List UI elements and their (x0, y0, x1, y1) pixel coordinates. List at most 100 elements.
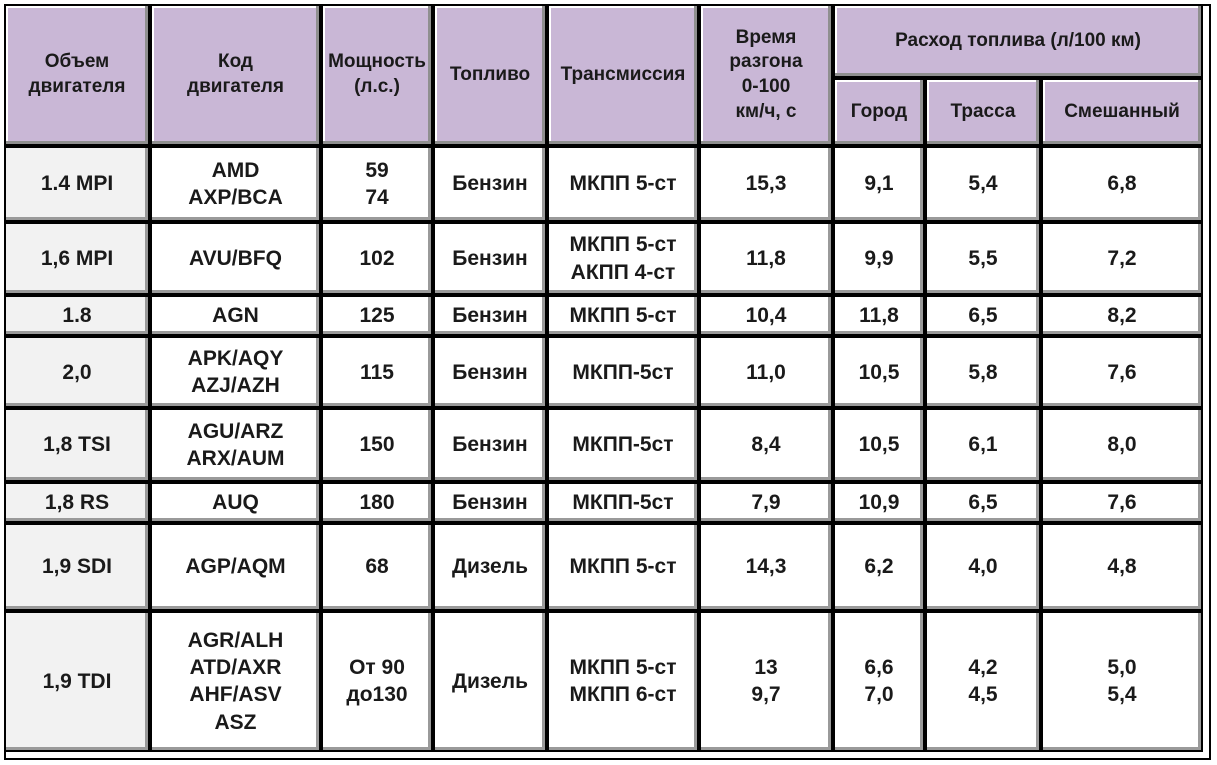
header-highway: Трасса (925, 78, 1041, 146)
cell-city: 6,2 (833, 522, 925, 611)
cell-power-line: 74 (365, 185, 389, 209)
cell-transmission: МКПП-5ст (547, 336, 699, 409)
cell-acceleration: 15,3 (699, 146, 833, 222)
header-accel-line3: 0-100 (741, 76, 791, 97)
cell-city: 9,1 (833, 146, 925, 222)
cell-mixed-line: 5,4 (1107, 683, 1137, 707)
cell-mixed-line: 7,6 (1107, 490, 1137, 514)
cell-highway-line: 5,4 (968, 172, 998, 196)
header-engine-volume-line2: двигателя (28, 76, 126, 97)
cell-power-line: От 90 (349, 656, 405, 680)
cell-highway: 6,5 (925, 481, 1041, 523)
cell-city-line: 10,5 (858, 360, 900, 384)
cell-transmission: МКПП 5-ст (547, 295, 699, 337)
cell-city-line: 7,0 (864, 683, 894, 707)
cell-transmission: МКПП 5-ст АКПП 4-ст (547, 221, 699, 296)
cell-city: 9,9 (833, 221, 925, 296)
cell-highway: 5,4 (925, 146, 1041, 222)
cell-fuel: Бензин (433, 481, 547, 523)
cell-city: 6,6 7,0 (833, 610, 925, 752)
cell-power-line: до130 (346, 683, 408, 707)
cell-power-line: 180 (359, 490, 395, 514)
table-row: 1.4 MPI AMD AXP/BCA 59 74 Бензин МКПП 5-ст 15,3… (4, 146, 1204, 222)
cell-highway-line: 6,5 (968, 304, 998, 328)
cell-city-line: 10,9 (858, 490, 900, 514)
header-consumption: Расход топлива (л/100 км) (833, 4, 1204, 78)
header-engine-code-line2: двигателя (187, 76, 284, 97)
cell-engine-code: AVU/BFQ (150, 221, 321, 296)
cell-power: 115 (321, 336, 433, 409)
header-engine-volume-line1: Объем (44, 51, 110, 73)
header-accel-line2: разгона (729, 51, 803, 73)
cell-highway: 6,1 (925, 408, 1041, 482)
cell-transmission: МКПП 5-ст МКПП 6-ст (547, 610, 699, 752)
cell-acceleration-line: 14,3 (745, 555, 787, 578)
cell-transmission-line: МКПП 5-ст (569, 172, 677, 196)
cell-city-line: 11,8 (859, 304, 899, 328)
cell-engine-code: AGN (150, 295, 321, 337)
cell-highway: 5,5 (925, 221, 1041, 296)
cell-city-line: 9,1 (864, 172, 894, 196)
cell-transmission: МКПП-5ст (547, 481, 699, 523)
header-engine-volume: Объем двигателя (4, 4, 150, 146)
cell-acceleration-line: 15,3 (745, 172, 787, 196)
table-body: 1.4 MPI AMD AXP/BCA 59 74 Бензин МКПП 5-ст 15,3… (4, 146, 1204, 752)
cell-acceleration-line: 11,8 (746, 246, 786, 270)
cell-transmission-line: МКПП 5-ст (569, 304, 677, 328)
cell-fuel: Бензин (433, 336, 547, 409)
cell-acceleration-line: 7,9 (751, 490, 781, 514)
cell-engine-code-line: AUQ (212, 490, 259, 514)
header-engine-code-line1: Код (217, 51, 253, 73)
cell-fuel: Дизель (433, 610, 547, 752)
cell-transmission: МКПП 5-ст (547, 522, 699, 611)
specs-table: Объем двигателя Код двигателя Мощность (… (4, 4, 1204, 752)
table-row: 1.8 AGN 125 Бензин МКПП 5-ст 10,4 11,8 6,5 8,2 (4, 295, 1204, 337)
cell-engine-code: AUQ (150, 481, 321, 523)
cell-city-line: 6,2 (864, 555, 894, 578)
cell-city: 10,5 (833, 408, 925, 482)
header-city: Город (833, 78, 925, 146)
table-row: 1,9 SDI AGP/AQM 68 Дизель МКПП 5-ст 14,3 6,2 4,… (4, 522, 1204, 611)
cell-engine-code-line: ARX/AUM (186, 446, 285, 470)
cell-engine-code-line: AMD (211, 158, 260, 182)
cell-acceleration: 8,4 (699, 408, 833, 482)
cell-mixed-line: 5,0 (1107, 656, 1137, 680)
cell-engine-volume: 1,9 SDI (4, 522, 150, 611)
cell-engine-volume: 1,9 TDI (4, 610, 150, 752)
table-row: 1,8 TSI AGU/ARZ ARX/AUM 150 Бензин МКПП-5ст 8,… (4, 408, 1204, 482)
cell-engine-code-line: AHF/ASV (189, 683, 282, 707)
cell-engine-volume: 1,8 RS (4, 481, 150, 523)
cell-engine-code: AGU/ARZ ARX/AUM (150, 408, 321, 482)
cell-engine-volume: 1.8 (4, 295, 150, 337)
cell-power-line: 115 (360, 360, 394, 384)
cell-engine-volume: 1,6 MPI (4, 221, 150, 296)
cell-transmission-line: МКПП-5ст (572, 360, 674, 384)
cell-transmission-line: МКПП 5-ст (569, 656, 677, 680)
cell-mixed: 8,0 (1041, 408, 1204, 482)
cell-acceleration: 7,9 (699, 481, 833, 523)
cell-engine-code-line: ATD/AXR (189, 656, 282, 680)
cell-engine-code-line: APK/AQY (187, 346, 284, 370)
cell-engine-code: AMD AXP/BCA (150, 146, 321, 222)
cell-highway: 4,2 4,5 (925, 610, 1041, 752)
header-accel-line4: км/ч, с (735, 100, 797, 122)
cell-city: 10,5 (833, 336, 925, 409)
cell-engine-code-line: AGU/ARZ (187, 419, 284, 443)
cell-engine-code-line: AGR/ALH (187, 628, 284, 652)
cell-power: 68 (321, 522, 433, 611)
cell-transmission: МКПП-5ст (547, 408, 699, 482)
table-row: 1,6 MPI AVU/BFQ 102 Бензин МКПП 5-ст АКПП 4-с… (4, 221, 1204, 296)
cell-transmission-line: МКПП 6-ст (569, 683, 677, 707)
cell-fuel: Бензин (433, 221, 547, 296)
cell-engine-code-line: AVU/BFQ (189, 246, 282, 270)
cell-mixed-line: 7,6 (1107, 360, 1137, 384)
cell-power-line: 125 (359, 304, 395, 328)
cell-engine-code-line: AGN (212, 304, 259, 328)
cell-city: 10,9 (833, 481, 925, 523)
cell-city: 11,8 (833, 295, 925, 337)
cell-highway-line: 5,8 (968, 360, 998, 384)
cell-acceleration-line: 9,7 (751, 683, 781, 707)
cell-mixed-line: 4,8 (1107, 555, 1137, 578)
cell-mixed: 7,6 (1041, 336, 1204, 409)
cell-engine-volume: 1,8 TSI (4, 408, 150, 482)
